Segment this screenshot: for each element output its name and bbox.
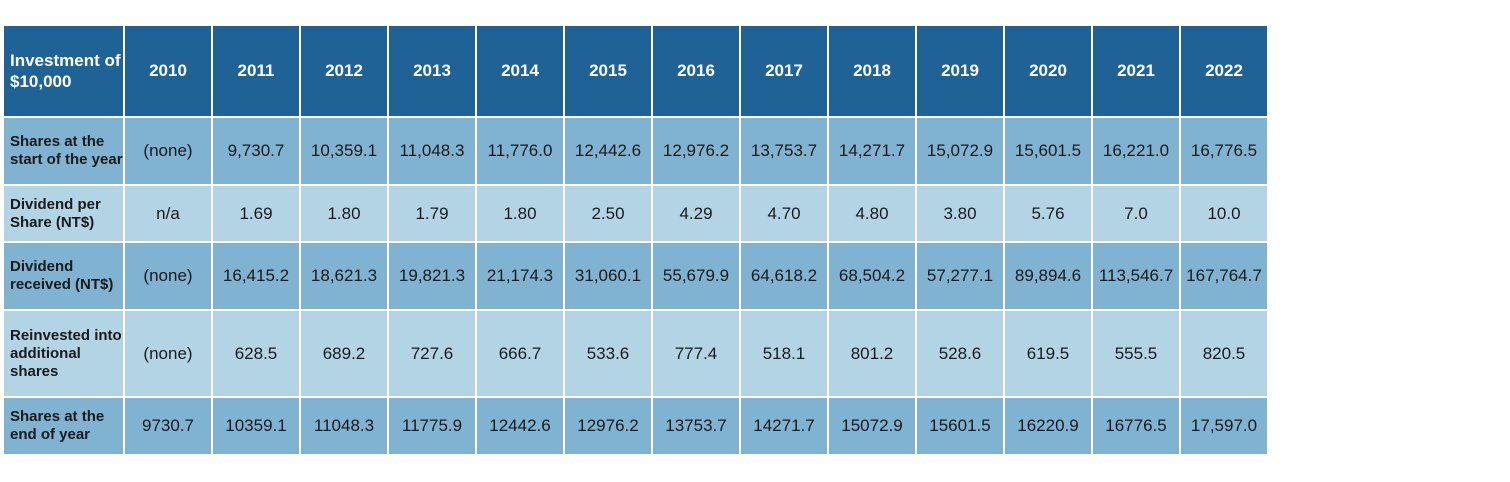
table-cell: 533.6 — [563, 309, 653, 398]
table-row: Dividend received (NT$) (none) 16,415.2 … — [2, 241, 1269, 311]
table-cell: 16,776.5 — [1179, 116, 1269, 186]
table-cell: 55,679.9 — [651, 241, 741, 311]
table-cell: 64,618.2 — [739, 241, 829, 311]
table-cell: 528.6 — [915, 309, 1005, 398]
year-header: 2017 — [739, 24, 829, 118]
row-label: Shares at the start of the year — [2, 116, 125, 186]
table-cell: 777.4 — [651, 309, 741, 398]
table-cell: 11,048.3 — [387, 116, 477, 186]
table-cell: 16220.9 — [1003, 396, 1093, 456]
table-cell: 13753.7 — [651, 396, 741, 456]
table-cell: 1.69 — [211, 184, 301, 243]
table-cell: 16,221.0 — [1091, 116, 1181, 186]
table-row: Shares at the end of year 9730.7 10359.1… — [2, 396, 1269, 456]
table-cell: (none) — [123, 116, 213, 186]
table-cell: 15,601.5 — [1003, 116, 1093, 186]
table-cell: 12976.2 — [563, 396, 653, 456]
table-cell: 21,174.3 — [475, 241, 565, 311]
table-cell: 11775.9 — [387, 396, 477, 456]
year-header: 2018 — [827, 24, 917, 118]
table-cell: 15,072.9 — [915, 116, 1005, 186]
table-cell: 13,753.7 — [739, 116, 829, 186]
year-header: 2019 — [915, 24, 1005, 118]
table-cell: 167,764.7 — [1179, 241, 1269, 311]
table-row: Shares at the start of the year (none) 9… — [2, 116, 1269, 186]
table-cell: 5.76 — [1003, 184, 1093, 243]
table-cell: 619.5 — [1003, 309, 1093, 398]
row-label: Dividend per Share (NT$) — [2, 184, 125, 243]
year-header: 2011 — [211, 24, 301, 118]
table-cell: 10.0 — [1179, 184, 1269, 243]
year-header: 2014 — [475, 24, 565, 118]
table-cell: 19,821.3 — [387, 241, 477, 311]
table-cell: 57,277.1 — [915, 241, 1005, 311]
year-header: 2013 — [387, 24, 477, 118]
table-cell: (none) — [123, 309, 213, 398]
table-cell: 518.1 — [739, 309, 829, 398]
table-cell: 1.80 — [475, 184, 565, 243]
table-cell: 15072.9 — [827, 396, 917, 456]
table-row: Dividend per Share (NT$) n/a 1.69 1.80 1… — [2, 184, 1269, 243]
table-cell: 4.29 — [651, 184, 741, 243]
table-cell: 9730.7 — [123, 396, 213, 456]
table-cell: 9,730.7 — [211, 116, 301, 186]
table-cell: 628.5 — [211, 309, 301, 398]
table-cell: 12442.6 — [475, 396, 565, 456]
table-cell: 4.70 — [739, 184, 829, 243]
year-header: 2010 — [123, 24, 213, 118]
corner-header: Investment of $10,000 — [2, 24, 125, 118]
table-cell: 10359.1 — [211, 396, 301, 456]
table-cell: 18,621.3 — [299, 241, 389, 311]
table-cell: 12,442.6 — [563, 116, 653, 186]
table-cell: 16776.5 — [1091, 396, 1181, 456]
table-cell: 17,597.0 — [1179, 396, 1269, 456]
table-cell: 113,546.7 — [1091, 241, 1181, 311]
table-cell: 689.2 — [299, 309, 389, 398]
table-cell: 14271.7 — [739, 396, 829, 456]
investment-table: Investment of $10,000 2010 2011 2012 201… — [2, 24, 1269, 456]
year-header: 2012 — [299, 24, 389, 118]
table-cell: 15601.5 — [915, 396, 1005, 456]
table-cell: 801.2 — [827, 309, 917, 398]
table-cell: 2.50 — [563, 184, 653, 243]
table-cell: 7.0 — [1091, 184, 1181, 243]
table-cell: 1.79 — [387, 184, 477, 243]
table-cell: 12,976.2 — [651, 116, 741, 186]
table-cell: 1.80 — [299, 184, 389, 243]
table-cell: 727.6 — [387, 309, 477, 398]
table-row: Reinvested into additional shares (none)… — [2, 309, 1269, 398]
table-cell: 31,060.1 — [563, 241, 653, 311]
table-cell: 68,504.2 — [827, 241, 917, 311]
year-header: 2016 — [651, 24, 741, 118]
table-cell: 89,894.6 — [1003, 241, 1093, 311]
table-cell: 16,415.2 — [211, 241, 301, 311]
row-label: Dividend received (NT$) — [2, 241, 125, 311]
year-header: 2021 — [1091, 24, 1181, 118]
table-cell: 14,271.7 — [827, 116, 917, 186]
table-cell: 3.80 — [915, 184, 1005, 243]
row-label: Shares at the end of year — [2, 396, 125, 456]
table-cell: 10,359.1 — [299, 116, 389, 186]
year-header: 2015 — [563, 24, 653, 118]
table-cell: 666.7 — [475, 309, 565, 398]
table-cell: 555.5 — [1091, 309, 1181, 398]
year-header: 2022 — [1179, 24, 1269, 118]
table-cell: 820.5 — [1179, 309, 1269, 398]
table-cell: (none) — [123, 241, 213, 311]
table-cell: 11,776.0 — [475, 116, 565, 186]
table-cell: 11048.3 — [299, 396, 389, 456]
row-label: Reinvested into additional shares — [2, 309, 125, 398]
header-row: Investment of $10,000 2010 2011 2012 201… — [2, 24, 1269, 118]
year-header: 2020 — [1003, 24, 1093, 118]
table-cell: n/a — [123, 184, 213, 243]
table-cell: 4.80 — [827, 184, 917, 243]
